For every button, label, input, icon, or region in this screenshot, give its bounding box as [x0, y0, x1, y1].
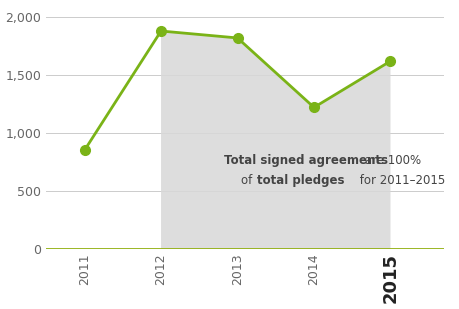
Polygon shape	[161, 31, 390, 248]
Text: Total signed agreements: Total signed agreements	[223, 154, 387, 167]
Text: of: of	[241, 174, 256, 187]
Text: are 100%: are 100%	[361, 154, 420, 167]
Text: for 2011–2015: for 2011–2015	[355, 174, 444, 187]
Text: total pledges: total pledges	[256, 174, 343, 187]
